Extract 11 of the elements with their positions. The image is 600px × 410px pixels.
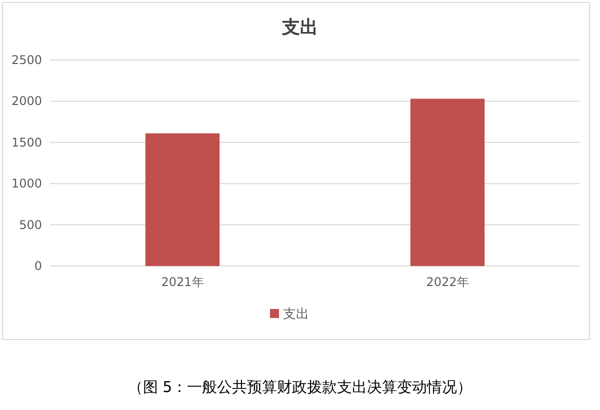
text: （图 5：一般公共预算财政拨款支出决算变动情况） [128,378,472,396]
y-tick-label: 500 [19,218,42,232]
x-tick-label: 2021年 [161,275,204,289]
y-tick-label: 1500 [11,135,42,150]
chart-title: 支出 [281,17,318,38]
y-tick-label: 2000 [11,94,42,108]
y-tick-label: 2500 [11,53,42,67]
y-tick-label: 0 [34,259,42,273]
y-tick-label: 1000 [11,176,42,191]
legend-label: 支出 [283,307,309,322]
x-tick-label: 2022年 [426,275,469,289]
